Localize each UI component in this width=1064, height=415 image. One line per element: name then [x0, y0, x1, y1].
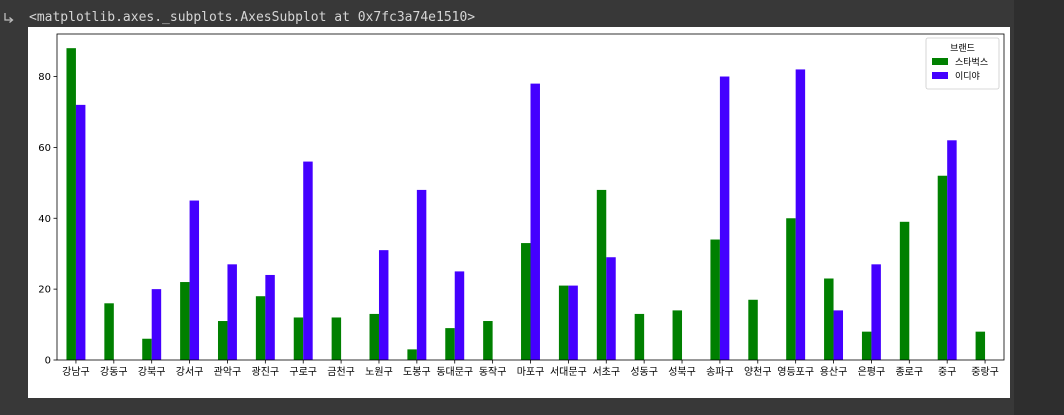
x-tick-label-10: 동대문구 [436, 366, 473, 378]
bar-series1-19 [795, 69, 806, 361]
bar-series1-2 [151, 289, 162, 360]
x-tick-label-1: 강동구 [100, 366, 128, 378]
x-tick-label-23: 중구 [938, 366, 956, 378]
bar-series0-8 [369, 313, 379, 360]
bar-series0-9 [407, 349, 417, 360]
output-text: <matplotlib.axes._subplots.AxesSubplot a… [29, 10, 476, 25]
x-tick-label-7: 금천구 [327, 366, 355, 378]
bar-series0-3 [180, 282, 190, 360]
plot-card: 0 20 40 60 80 강남구 강동구 강북구 강서구 관악구 광진구 구로구 금천구 노원구 도봉구 동… [28, 27, 1010, 398]
bar-series0-4 [217, 321, 228, 360]
x-tick-label-8: 노원구 [365, 366, 393, 378]
bar-series0-7 [331, 317, 342, 360]
bar-series0-21 [861, 331, 872, 360]
x-tick-label-22: 종로구 [895, 366, 923, 378]
bar-series0-15 [634, 313, 645, 360]
y-tick-label-3: 60 [38, 143, 51, 154]
bar-series0-20 [824, 278, 834, 360]
bar-series1-6 [303, 161, 313, 360]
bar-series0-18 [748, 299, 758, 360]
bar-series1-21 [871, 264, 881, 360]
bar-series1-17 [719, 76, 730, 360]
bar-series1-14 [606, 257, 616, 360]
bar-series1-13 [568, 285, 578, 360]
bar-series0-12 [521, 243, 531, 360]
x-tick-label-3: 강서구 [176, 366, 204, 378]
bar-series0-1 [104, 303, 114, 360]
output-gutter [0, 0, 24, 415]
bar-series0-10 [445, 328, 455, 360]
x-tick-label-15: 성동구 [630, 366, 658, 378]
bar-series1-8 [378, 250, 389, 360]
x-tick-label-6: 구로구 [289, 367, 317, 378]
bar-series0-14 [596, 189, 607, 360]
legend-entry-1: 이디야 [955, 71, 980, 82]
bar-series0-16 [672, 310, 683, 360]
x-tick-label-12: 마포구 [517, 366, 545, 378]
y-tick-label-2: 40 [38, 214, 51, 225]
x-tick-label-14: 서초구 [592, 366, 620, 378]
legend-swatch-1 [932, 72, 948, 79]
x-tick-label-19: 영등포구 [777, 366, 814, 378]
bar-series1-9 [416, 189, 427, 360]
bar-series1-5 [265, 274, 275, 360]
x-tick-label-9: 도봉구 [403, 366, 431, 378]
bar-series0-24 [975, 331, 986, 360]
output-arrow-icon [4, 13, 14, 23]
side-panel [1014, 0, 1064, 415]
x-tick-label-17: 송파구 [706, 366, 734, 378]
bar-series1-10 [454, 271, 465, 360]
bar-series0-6 [293, 317, 304, 360]
bar-series0-5 [255, 296, 266, 360]
x-tick-label-4: 관악구 [214, 366, 242, 378]
bar-series1-23 [947, 140, 957, 360]
bar-series1-4 [227, 264, 237, 360]
bar-series0-2 [142, 338, 152, 360]
x-tick-label-13: 서대문구 [550, 366, 587, 378]
legend-title: 브랜드 [950, 43, 975, 54]
bar-series0-0 [66, 48, 76, 361]
bar-series1-0 [75, 104, 86, 361]
x-tick-label-11: 동작구 [479, 366, 507, 378]
bar-series1-12 [530, 83, 540, 361]
x-tick-label-18: 양천구 [744, 366, 772, 378]
legend-swatch-0 [932, 58, 948, 65]
bar-series1-3 [189, 200, 200, 360]
x-tick-label-2: 강북구 [138, 366, 166, 378]
bar-series0-11 [483, 321, 493, 360]
x-tick-label-20: 용산구 [820, 366, 848, 378]
bar-series0-19 [786, 218, 796, 360]
legend-entry-0: 스타벅스 [955, 57, 988, 68]
bar-chart: 0 20 40 60 80 강남구 강동구 강북구 강서구 관악구 광진구 구로구 금천구 노원구 도봉구 동… [38, 33, 1005, 378]
x-tick-label-24: 중랑구 [971, 366, 999, 378]
y-tick-label-1: 20 [38, 285, 51, 296]
x-tick-label-16: 성북구 [668, 366, 696, 378]
bar-series0-17 [710, 239, 720, 360]
bar-series0-23 [937, 175, 948, 360]
bar-series0-13 [558, 285, 569, 360]
x-tick-label-21: 은평구 [858, 366, 886, 378]
bar-series0-22 [899, 221, 910, 360]
x-tick-label-0: 강남구 [62, 366, 90, 378]
bar-series1-20 [833, 310, 844, 360]
y-tick-label-4: 80 [38, 72, 51, 83]
y-tick-label-0: 0 [45, 356, 51, 367]
x-tick-label-5: 광진구 [252, 366, 280, 378]
